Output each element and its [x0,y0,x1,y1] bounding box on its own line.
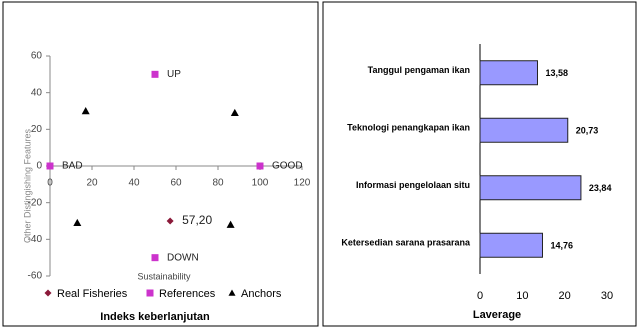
y-tick-label: -60 [28,271,43,282]
data-label: 57,20 [182,213,212,227]
y-tick-label: 20 [31,124,43,135]
x-tick-label: 30 [601,290,613,302]
point-label: BAD [62,161,83,172]
y-tick-label: 60 [31,51,43,62]
point-label: UP [167,69,181,80]
marker-triangle [226,220,235,228]
x-tick-label: 60 [170,178,182,189]
point-label: GOOD [272,161,303,172]
legend-label: Real Fisheries [57,288,128,300]
y-tick-label: -20 [28,197,43,208]
category-label: Teknologi penangkapan ikan [347,123,470,133]
y-axis-label: Other Distingishing Features [22,128,32,243]
marker-diamond [44,289,52,297]
category-label: Ketersedian sarana prasarana [341,238,471,248]
legend-label: Anchors [241,288,282,300]
marker-diamond [166,217,174,225]
x-tick-label: 20 [559,290,571,302]
data-label: 13,58 [545,68,568,78]
bar [479,232,543,258]
marker-triangle [228,289,236,296]
x-tick-label: 100 [252,178,269,189]
legend-label: References [159,288,216,300]
marker-square [46,162,54,170]
marker-square [151,70,159,78]
marker-square [146,289,154,297]
right-frame [322,1,637,327]
x-tick-label: 0 [47,178,53,189]
chart-title: Indeks keberlanjutan [100,311,210,323]
x-axis-label: Laverage [473,309,521,321]
data-label: 23,84 [589,183,612,193]
bar [479,60,538,86]
marker-triangle [73,218,82,227]
y-tick-label: 0 [36,161,42,172]
bar [479,117,569,143]
bar [479,175,582,201]
marker-square [151,254,159,262]
marker-triangle [230,108,239,117]
y-tick-label: 40 [31,87,43,98]
marker-triangle [81,107,90,115]
y-tick-label: -40 [28,234,43,245]
x-tick-label: 40 [128,178,140,189]
category-label: Informasi pengelolaan situ [356,180,470,190]
data-label: 20,73 [576,126,599,136]
x-tick-label: 120 [294,178,311,189]
x-tick-label: 0 [477,290,483,302]
category-label: Tanggul pengaman ikan [368,65,470,75]
x-tick-label: 80 [212,178,224,189]
point-label: DOWN [167,252,199,263]
left-frame [2,1,319,327]
marker-square [256,162,264,170]
data-label: 14,76 [550,241,573,251]
x-tick-label: 20 [86,178,98,189]
x-tick-label: 10 [516,290,528,302]
x-axis-label: Sustainability [137,271,191,281]
